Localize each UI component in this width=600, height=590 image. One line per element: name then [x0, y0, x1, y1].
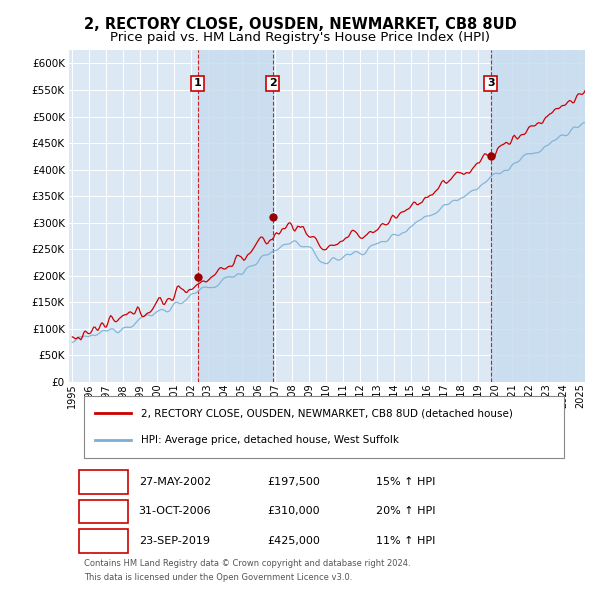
Text: 3: 3	[487, 78, 494, 88]
Bar	[198, 50, 272, 382]
Text: £425,000: £425,000	[268, 536, 320, 546]
Text: 1: 1	[100, 475, 108, 488]
Text: Price paid vs. HM Land Registry's House Price Index (HPI): Price paid vs. HM Land Registry's House …	[110, 31, 490, 44]
Text: 2: 2	[269, 78, 277, 88]
Text: 1: 1	[194, 78, 202, 88]
Text: 2, RECTORY CLOSE, OUSDEN, NEWMARKET, CB8 8UD (detached house): 2, RECTORY CLOSE, OUSDEN, NEWMARKET, CB8…	[141, 408, 513, 418]
Text: 15% ↑ HPI: 15% ↑ HPI	[376, 477, 436, 487]
Text: 20% ↑ HPI: 20% ↑ HPI	[376, 506, 436, 516]
Text: 2, RECTORY CLOSE, OUSDEN, NEWMARKET, CB8 8UD: 2, RECTORY CLOSE, OUSDEN, NEWMARKET, CB8…	[83, 17, 517, 32]
FancyBboxPatch shape	[79, 470, 128, 493]
FancyBboxPatch shape	[79, 500, 128, 523]
Text: £197,500: £197,500	[268, 477, 320, 487]
Text: 23-SEP-2019: 23-SEP-2019	[139, 536, 209, 546]
Bar	[491, 50, 587, 382]
Text: 27-MAY-2002: 27-MAY-2002	[139, 477, 211, 487]
Text: Contains HM Land Registry data © Crown copyright and database right 2024.: Contains HM Land Registry data © Crown c…	[85, 559, 411, 568]
Text: HPI: Average price, detached house, West Suffolk: HPI: Average price, detached house, West…	[141, 435, 399, 445]
Text: 3: 3	[100, 535, 108, 548]
Text: 31-OCT-2006: 31-OCT-2006	[139, 506, 211, 516]
Text: £310,000: £310,000	[268, 506, 320, 516]
FancyBboxPatch shape	[85, 396, 565, 458]
Text: 2: 2	[100, 505, 108, 518]
FancyBboxPatch shape	[79, 529, 128, 553]
Text: This data is licensed under the Open Government Licence v3.0.: This data is licensed under the Open Gov…	[85, 573, 353, 582]
Text: 11% ↑ HPI: 11% ↑ HPI	[376, 536, 436, 546]
